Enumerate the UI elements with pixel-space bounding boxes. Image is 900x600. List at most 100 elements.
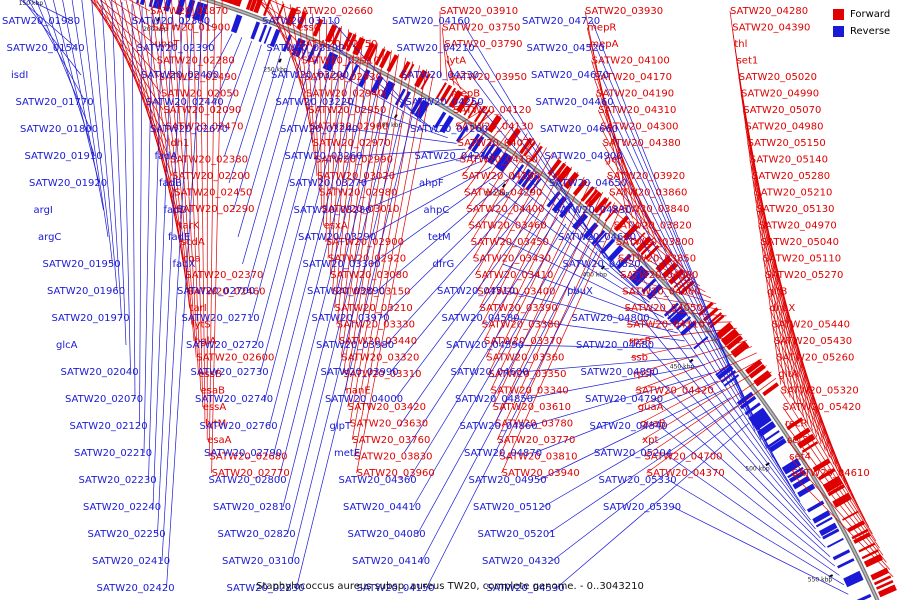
reverse-leader-line: [399, 210, 550, 427]
forward-gene-label: esaA: [207, 435, 231, 446]
reverse-leader-line: [91, 0, 118, 292]
reverse-gene-label: SATW20_03110: [262, 16, 340, 27]
forward-leader-line: [635, 346, 753, 391]
reverse-gene-block: [494, 152, 510, 170]
forward-gene-label: SATW20_05040: [761, 237, 839, 248]
forward-gene-label: SATW20_03350: [488, 369, 566, 380]
reverse-leader-line: [219, 40, 253, 130]
reverse-gene-label: SATW20_04000: [325, 394, 403, 405]
reverse-gene-block: [414, 99, 427, 118]
reverse-gene-label: SATW20_05120: [473, 502, 551, 513]
reverse-gene-block: [250, 21, 261, 40]
reverse-gene-block: [630, 267, 648, 285]
reverse-gene-label: SATW20_04320: [482, 556, 560, 567]
forward-gene-label: SATW20_04970: [759, 221, 837, 232]
forward-gene-label: rpsF: [633, 369, 655, 380]
forward-gene-block: [547, 158, 562, 176]
reverse-gene-label: SATW20_02240: [83, 502, 161, 513]
forward-gene-label: SATW20_03960: [357, 468, 435, 479]
forward-leader-line: [446, 60, 462, 90]
scale-tick: [502, 183, 506, 188]
forward-leader-line: [778, 373, 873, 534]
reverse-gene-label: SATW20_04230: [401, 70, 479, 81]
forward-leader-line: [637, 352, 757, 408]
reverse-gene-label: SATW20_01980: [2, 16, 80, 27]
reverse-leader-line: [264, 81, 348, 400]
reverse-gene-block: [748, 407, 765, 420]
scale-tick-label: 300 kbp: [378, 122, 403, 129]
reverse-leader-line: [52, 0, 100, 184]
forward-gene-label: SATW20_02920: [328, 254, 406, 265]
forward-leader-line: [758, 225, 839, 472]
reverse-gene-block: [439, 115, 454, 134]
forward-leader-line: [769, 307, 858, 506]
forward-leader-line: [615, 241, 706, 293]
reverse-leader-line: [121, 1, 131, 373]
forward-leader-line: [470, 137, 535, 243]
forward-leader-line: [311, 13, 320, 193]
reverse-gene-label: SATW20_03100: [222, 556, 300, 567]
reverse-gene-block: [783, 460, 802, 475]
reverse-gene-block: [175, 0, 186, 16]
reverse-gene-block: [856, 593, 872, 600]
reverse-leader-line: [412, 230, 575, 508]
forward-gene-label: mepB: [451, 89, 480, 100]
forward-leader-line: [771, 324, 862, 513]
forward-gene-label: SATW20_05420: [783, 402, 861, 413]
reverse-gene-block: [471, 135, 485, 153]
reverse-gene-block: [165, 0, 172, 12]
forward-gene-label: SATW20_04370: [647, 468, 725, 479]
forward-leader-line: [269, 0, 296, 12]
reverse-gene-label: SATW20_01540: [7, 43, 85, 54]
reverse-gene-label: SATW20_04410: [343, 502, 421, 513]
forward-leader-line: [340, 46, 385, 358]
forward-gene-label: dnaX: [770, 303, 796, 314]
reverse-leader-line: [228, 48, 272, 184]
forward-gene-block: [572, 179, 588, 196]
forward-gene-label: SATW20_02600: [196, 353, 274, 364]
forward-gene-label: SATW20_03950: [449, 72, 527, 83]
forward-leader-line: [164, 0, 195, 342]
reverse-gene-block: [434, 111, 447, 129]
forward-leader-line: [628, 327, 737, 342]
forward-gene-block: [467, 102, 479, 119]
reverse-gene-label: SATW20_02250: [88, 529, 166, 540]
forward-gene-block: [227, 0, 234, 5]
forward-gene-label: coa: [183, 254, 201, 265]
forward-gene-label: SATW20_03770: [497, 435, 575, 446]
forward-gene-label: SATW20_05440: [772, 320, 850, 331]
reverse-leader-line: [417, 237, 582, 535]
reverse-leader-line: [354, 148, 466, 157]
reverse-gene-label: SATW20_02790: [204, 448, 282, 459]
forward-label: Forward: [850, 9, 891, 20]
forward-gene-label: SATW20_03420: [348, 402, 426, 413]
forward-gene-label: SATW20_03910: [440, 6, 518, 17]
forward-gene-label: mepR: [587, 23, 616, 34]
reverse-gene-block: [155, 0, 164, 10]
reverse-leader-line: [363, 160, 483, 211]
forward-gene-block: [661, 262, 679, 279]
forward-gene-label: SATW20_02950: [308, 105, 386, 116]
forward-gene-label: lytA: [447, 56, 467, 67]
forward-gene-block: [312, 18, 324, 37]
forward-gene-block: [276, 3, 285, 21]
reverse-gene-block: [634, 271, 650, 287]
reverse-gene-block: [381, 81, 396, 100]
reverse-leader-line: [28, 0, 73, 22]
forward-gene-label: lytM: [205, 419, 226, 430]
reverse-gene-block: [583, 222, 599, 240]
forward-gene-label: bglA: [194, 336, 216, 347]
forward-leader-line: [319, 16, 322, 210]
forward-gene-block: [762, 382, 779, 397]
forward-leader-line: [332, 32, 357, 292]
forward-gene-label: set1: [737, 56, 759, 67]
forward-gene-block: [745, 359, 763, 375]
forward-gene-label: SATW20_04400: [466, 204, 544, 215]
forward-gene-label: SATW20_04100: [592, 56, 670, 67]
forward-gene-label: SATW20_02460: [187, 287, 265, 298]
forward-leader-line: [334, 36, 364, 309]
forward-leader-line: [791, 472, 894, 578]
reverse-gene-block: [358, 69, 371, 88]
reverse-gene-block: [163, 0, 168, 11]
forward-gene-label: SATW20_05110: [763, 254, 841, 265]
